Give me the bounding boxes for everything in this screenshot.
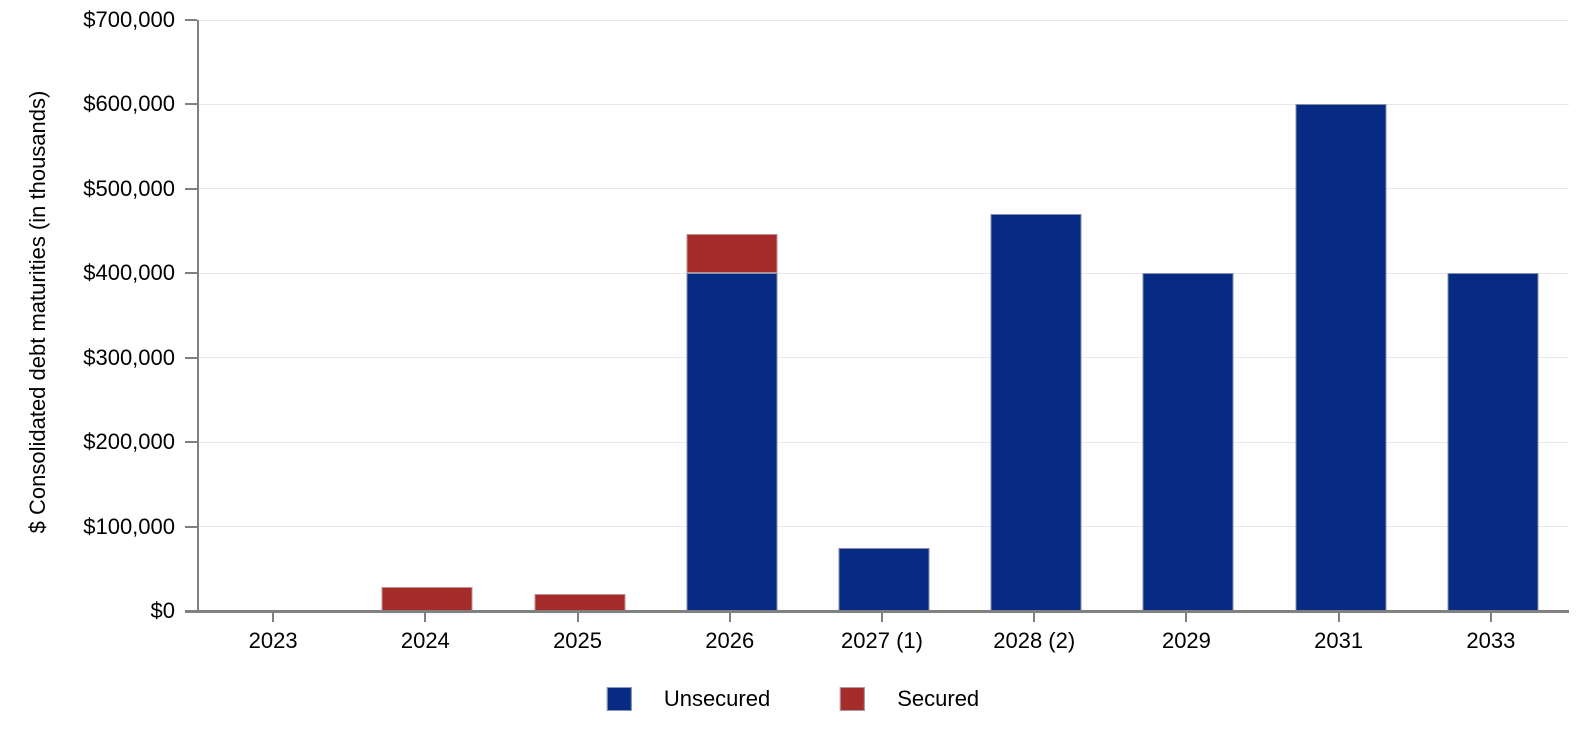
bar-unsecured-segment — [1142, 273, 1234, 611]
gridline — [199, 103, 1569, 105]
x-axis-label: 2023 — [248, 628, 298, 653]
y-tick-label: $0 — [150, 598, 175, 623]
x-axis-label: 2031 — [1314, 628, 1364, 653]
x-axis-label: 2025 — [553, 628, 603, 653]
gridline — [199, 272, 1569, 274]
x-tick-mark — [881, 613, 883, 622]
y-tick-label: $400,000 — [83, 260, 175, 286]
x-tick-mark — [272, 613, 275, 622]
x-tick-mark — [1033, 613, 1036, 622]
legend: Unsecured Secured — [606, 686, 979, 712]
y-tick-label: $200,000 — [83, 429, 175, 455]
x-tick-mark — [728, 613, 731, 622]
bar-unsecured-segment — [990, 214, 1082, 611]
bar-unsecured-segment — [1447, 273, 1539, 611]
bar-unsecured-segment — [686, 273, 778, 611]
bar-group — [990, 20, 1082, 611]
legend-swatch-secured — [840, 687, 866, 711]
x-axis-label: 2028 (2) — [993, 628, 1076, 653]
x-tick-mark — [1337, 613, 1340, 622]
y-tick-mark — [185, 610, 197, 612]
plot-area — [197, 19, 1569, 611]
y-tick-label: $700,000 — [83, 7, 175, 32]
y-tick-label: $100,000 — [83, 513, 175, 539]
x-axis-label: 2029 — [1161, 628, 1211, 653]
x-axis-label: 2033 — [1466, 628, 1516, 653]
legend-label: Secured — [897, 686, 980, 711]
y-axis-title: $ Consolidated debt maturities (in thous… — [25, 90, 50, 534]
gridline — [199, 19, 1569, 21]
bar-group — [686, 20, 778, 611]
legend-swatch-unsecured — [606, 687, 632, 711]
bar-secured-segment — [534, 594, 626, 611]
y-tick-mark — [185, 356, 197, 359]
x-tick-mark — [576, 613, 579, 622]
y-tick-label: $500,000 — [83, 175, 175, 201]
bar-unsecured-segment — [838, 547, 930, 611]
y-tick-mark — [185, 103, 197, 106]
x-tick-mark — [424, 613, 427, 622]
legend-item: Secured — [840, 686, 979, 712]
x-axis-label: 2024 — [400, 628, 450, 653]
y-tick-mark — [185, 187, 197, 190]
x-axis-label: 2027 (1) — [841, 628, 923, 653]
bar-secured-segment — [686, 234, 778, 274]
bar-group — [230, 20, 321, 611]
bar-group — [838, 20, 930, 611]
bar-secured-segment — [381, 587, 473, 611]
gridline — [199, 188, 1569, 190]
gridline — [199, 357, 1569, 359]
x-axis-line — [185, 610, 1569, 613]
bar-unsecured-segment — [1295, 104, 1387, 611]
gridline — [199, 526, 1569, 528]
legend-label: Unsecured — [663, 686, 771, 711]
y-tick-mark — [185, 272, 197, 275]
bar-group — [1142, 20, 1234, 611]
bar-group — [1447, 20, 1539, 611]
legend-item: Unsecured — [606, 686, 771, 712]
y-tick-mark — [185, 19, 197, 21]
y-tick-mark — [185, 525, 197, 528]
y-tick-label: $600,000 — [83, 91, 175, 117]
x-axis-label: 2026 — [705, 628, 755, 653]
x-tick-mark — [1489, 613, 1492, 622]
bar-group — [534, 20, 626, 611]
bar-group — [381, 20, 473, 611]
y-tick-label: $300,000 — [83, 344, 175, 370]
bar-group — [1295, 20, 1387, 611]
gridline — [199, 441, 1569, 443]
x-tick-mark — [1185, 613, 1188, 622]
y-tick-mark — [185, 441, 197, 444]
